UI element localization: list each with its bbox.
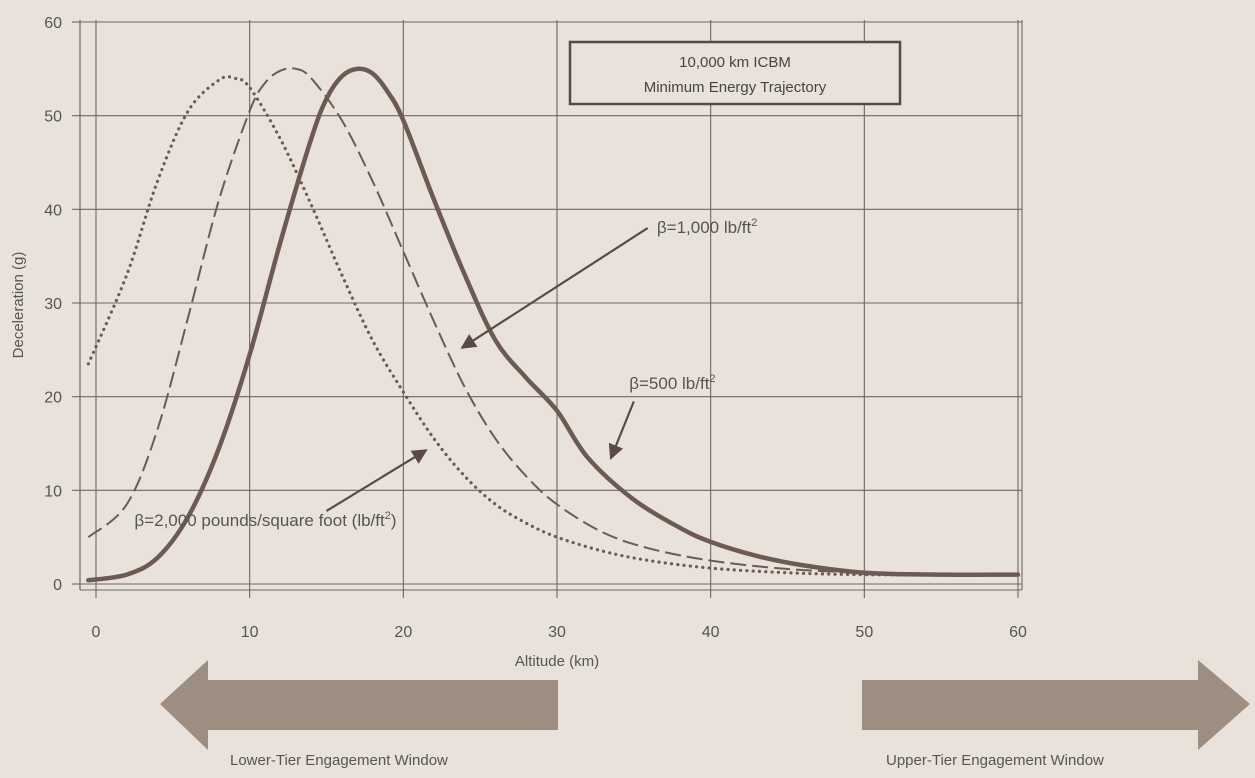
x-tick-label-10: 10 — [241, 624, 259, 641]
upper-tier-arrow — [862, 660, 1250, 750]
y-tick-label-50: 50 — [44, 109, 62, 126]
series-line-dotted — [86, 75, 1020, 577]
info-box-line-2: Minimum Energy Trajectory — [644, 79, 827, 96]
x-tick-label-20: 20 — [394, 624, 412, 641]
x-tick-label-60: 60 — [1009, 624, 1027, 641]
series-line-solid — [86, 66, 1021, 583]
x-tick-label-0: 0 — [92, 624, 101, 641]
y-axis-label: Deceleration (g) — [10, 252, 27, 359]
y-tick-label-20: 20 — [44, 390, 62, 407]
x-axis-label: Altitude (km) — [515, 653, 599, 670]
axes: 0 10 20 30 40 50 60 0 10 20 30 40 50 60 — [44, 15, 1027, 641]
annotation-label-1: β=500 lb/ft2 — [629, 373, 715, 393]
x-tick-label-50: 50 — [855, 624, 873, 641]
y-tick-label-10: 10 — [44, 483, 62, 500]
x-tick-label-40: 40 — [702, 624, 720, 641]
info-box-frame — [568, 40, 902, 106]
arrow-beta-500 — [608, 400, 635, 460]
y-tick-label-0: 0 — [53, 577, 62, 594]
series-group — [86, 66, 1021, 583]
lower-tier-window-label: Lower-Tier Engagement Window — [230, 752, 448, 769]
upper-tier-window-label: Upper-Tier Engagement Window — [886, 752, 1104, 769]
trajectory-info-box: 10,000 km ICBM Minimum Energy Trajectory — [568, 40, 902, 106]
engagement-window-arrows — [160, 660, 1250, 750]
annotation-label-2: β=2,000 pounds/square foot (lb/ft2) — [134, 510, 396, 530]
y-tick-label-60: 60 — [44, 15, 62, 32]
info-box-line-1: 10,000 km ICBM — [679, 54, 791, 71]
x-tick-label-30: 30 — [548, 624, 566, 641]
annotation-label-0: β=1,000 lb/ft2 — [657, 217, 758, 237]
lower-tier-arrow — [160, 660, 558, 750]
annotations: β=1,000 lb/ft2 β=500 lb/ft2 β=2,000 pounds… — [134, 217, 757, 530]
arrow-beta-1000 — [460, 227, 649, 349]
y-tick-label-40: 40 — [44, 202, 62, 219]
arrow-beta-2000 — [325, 449, 428, 512]
y-tick-label-30: 30 — [44, 296, 62, 313]
grid — [80, 20, 1023, 591]
series-line-dashed — [87, 67, 1019, 576]
